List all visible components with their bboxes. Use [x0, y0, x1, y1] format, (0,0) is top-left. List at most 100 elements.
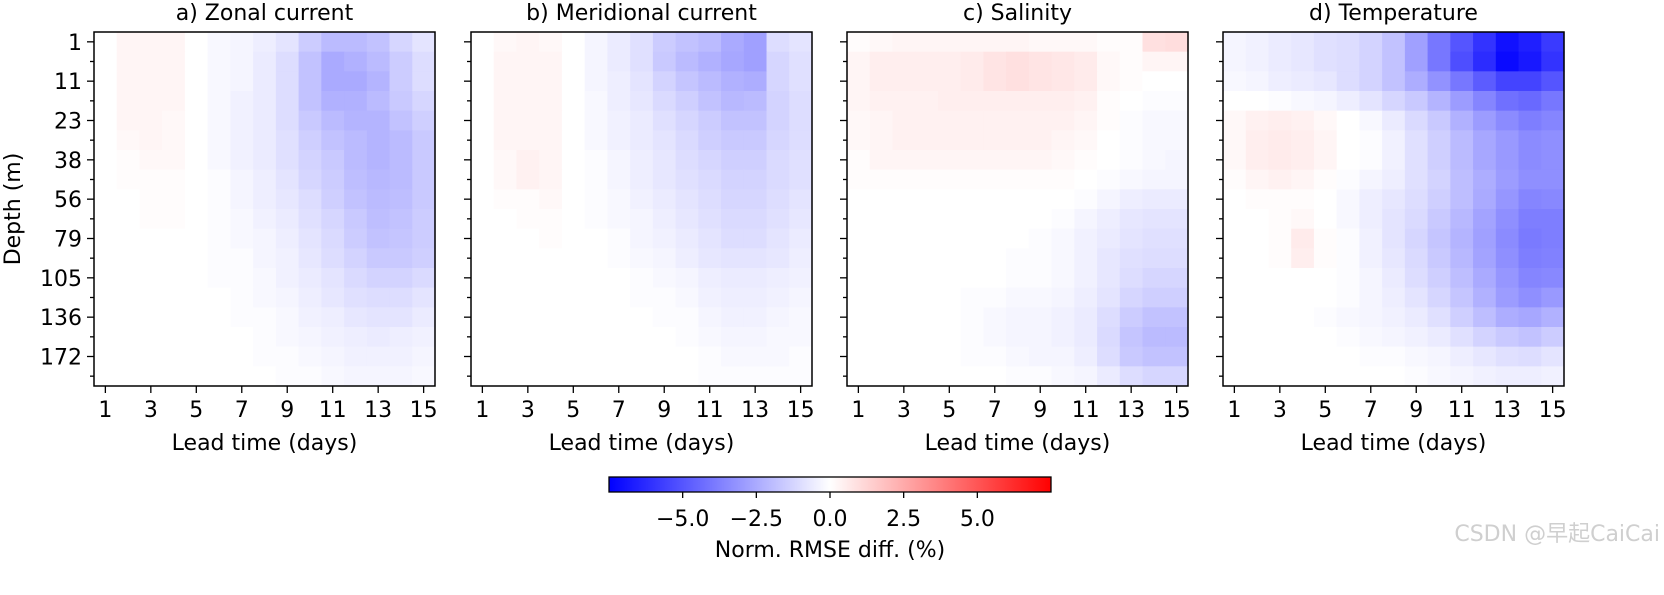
heatmap-cell — [139, 91, 163, 112]
heatmap-cell — [471, 51, 495, 72]
heatmap-cell — [766, 51, 790, 72]
heatmap-cell — [184, 209, 209, 230]
x-tick-label: 15 — [787, 398, 815, 423]
heatmap-cell — [915, 91, 939, 112]
heatmap-cell — [1541, 327, 1565, 348]
heatmap-cell — [253, 169, 277, 190]
colorbar-tick-label: 5.0 — [960, 507, 995, 532]
heatmap-cell — [892, 366, 916, 387]
heatmap-cell — [1473, 169, 1497, 190]
heatmap-cell — [561, 307, 586, 328]
heatmap-cell — [184, 130, 209, 151]
heatmap-cell — [869, 346, 894, 367]
heatmap-cell — [915, 327, 939, 348]
heatmap-cell — [1313, 268, 1338, 289]
heatmap-cell — [847, 346, 871, 367]
heatmap-cell — [1097, 209, 1121, 230]
heatmap-cell — [869, 366, 894, 387]
y-tick-label: 105 — [40, 267, 82, 292]
x-tick-label: 15 — [1539, 398, 1567, 423]
heatmap-cell — [389, 32, 413, 53]
heatmap-cell — [1359, 189, 1383, 210]
heatmap-cell — [847, 51, 871, 72]
heatmap-cell — [162, 228, 186, 249]
heatmap-cell — [1165, 169, 1189, 190]
heatmap-cell — [116, 71, 141, 92]
heatmap-cell — [652, 71, 677, 92]
heatmap-cell — [1051, 150, 1075, 171]
heatmap-cell — [412, 91, 436, 112]
heatmap-cell — [162, 189, 186, 210]
heatmap-cell — [298, 91, 322, 112]
heatmap-cell — [1404, 209, 1429, 230]
heatmap-cell — [94, 130, 118, 151]
heatmap-cell — [116, 130, 141, 151]
heatmap-cell — [321, 287, 345, 308]
heatmap-cell — [1291, 189, 1315, 210]
y-tick-label: 38 — [54, 149, 82, 174]
heatmap-cell — [1245, 130, 1270, 151]
heatmap-cell — [698, 307, 722, 328]
heatmap-cell — [1495, 189, 1520, 210]
x-axis-label: Lead time (days) — [1301, 431, 1487, 456]
heatmap-cell — [892, 130, 916, 151]
heatmap-cell — [344, 71, 368, 92]
heatmap-cell — [1142, 327, 1166, 348]
heatmap-cell — [321, 91, 345, 112]
heatmap-cell — [516, 327, 540, 348]
heatmap-cell — [230, 327, 254, 348]
heatmap-cell — [539, 130, 563, 151]
heatmap-cell — [1097, 71, 1121, 92]
heatmap-cell — [275, 346, 300, 367]
heatmap-cell — [1165, 189, 1189, 210]
heatmap-cell — [1313, 287, 1338, 308]
heatmap-cell — [1051, 130, 1075, 151]
heatmap-cell — [721, 346, 745, 367]
heatmap-cell — [743, 130, 768, 151]
heatmap-cell — [698, 150, 722, 171]
heatmap-cell — [915, 110, 939, 131]
heatmap-cell — [1541, 51, 1565, 72]
heatmap-cell — [561, 268, 586, 289]
heatmap-cell — [1028, 189, 1053, 210]
heatmap-cell — [493, 189, 518, 210]
heatmap-cell — [412, 189, 436, 210]
heatmap-cell — [1450, 32, 1474, 53]
heatmap-cell — [344, 91, 368, 112]
heatmap-cell — [539, 169, 563, 190]
heatmap-cell — [230, 248, 254, 269]
heatmap-cell — [139, 110, 163, 131]
heatmap-cell — [892, 189, 916, 210]
heatmap-cell — [983, 91, 1007, 112]
heatmap-cell — [1359, 51, 1383, 72]
heatmap-cell — [607, 169, 631, 190]
heatmap-cell — [743, 110, 768, 131]
heatmap-cell — [915, 169, 939, 190]
heatmap-cell — [344, 150, 368, 171]
heatmap-cell — [847, 228, 871, 249]
heatmap-cell — [1165, 248, 1189, 269]
heatmap-cell — [1223, 228, 1247, 249]
heatmap-cell — [94, 169, 118, 190]
heatmap-cell — [1382, 71, 1406, 92]
y-tick-label: 172 — [40, 346, 82, 371]
heatmap-cell — [915, 287, 939, 308]
heatmap-cell — [1268, 307, 1292, 328]
heatmap-cell — [493, 51, 518, 72]
heatmap-cell — [493, 327, 518, 348]
heatmap-cell — [607, 189, 631, 210]
heatmap-cell — [493, 228, 518, 249]
heatmap-cell — [652, 287, 677, 308]
panel-frame — [93, 31, 436, 387]
heatmap-cell — [389, 51, 413, 72]
heatmap-cell — [493, 268, 518, 289]
heatmap-cell — [1245, 287, 1270, 308]
heatmap-cell — [743, 268, 768, 289]
heatmap-cell — [207, 268, 231, 289]
heatmap-cell — [1028, 150, 1053, 171]
heatmap-cell — [230, 71, 254, 92]
heatmap-cell — [389, 228, 413, 249]
heatmap-cell — [1268, 71, 1292, 92]
heatmap-cell — [1028, 228, 1053, 249]
heatmap-cell — [389, 110, 413, 131]
